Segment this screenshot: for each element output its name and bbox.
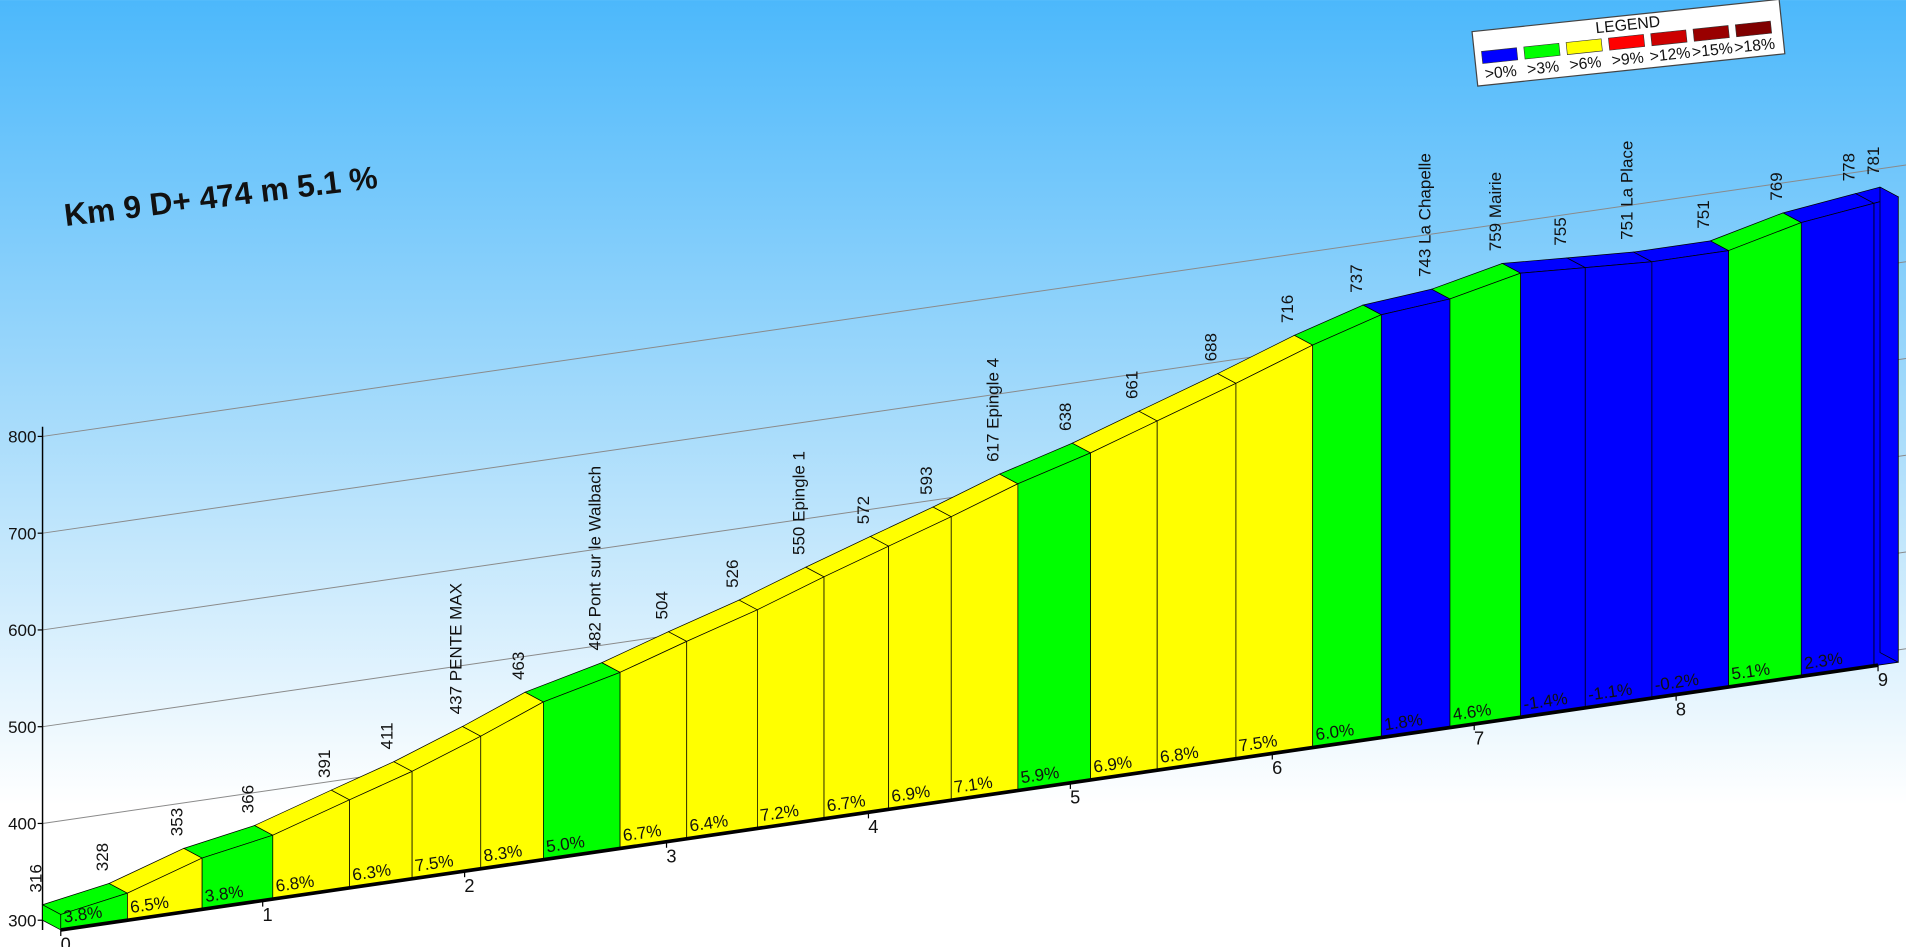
legend-label: >18% <box>1734 36 1776 57</box>
legend: LEGEND >0% >3% >6% >9% >12% >15% >18% <box>1471 0 1786 87</box>
segment-face <box>1090 420 1158 781</box>
elevation-label: 353 <box>168 808 187 836</box>
legend-label: >9% <box>1611 50 1645 70</box>
segment-face <box>950 483 1019 801</box>
y-tick-label: 700 <box>8 524 36 543</box>
elevation-label: 743 La Chapelle <box>1416 153 1435 277</box>
elevation-label: 391 <box>315 750 334 778</box>
legend-swatch <box>1692 25 1730 42</box>
legend-label: >3% <box>1526 58 1560 78</box>
y-tick-label: 800 <box>8 428 36 447</box>
x-tick-label: 6 <box>1272 757 1282 778</box>
elevation-label: 751 <box>1694 200 1713 228</box>
x-tick-label: 7 <box>1474 728 1484 749</box>
label-layer: 3.8% 6.5% 3.8% 6.8% 6.3% 7.5% 8.3% 5.0% 6.7% 6.4%… <box>26 141 1888 947</box>
x-tick-label: 5 <box>1070 787 1080 808</box>
grid-line <box>42 164 1906 437</box>
x-tick-label: 9 <box>1878 669 1888 690</box>
elevation-label: 366 <box>238 785 257 813</box>
y-tick-label: 500 <box>8 718 36 737</box>
elevation-label: 526 <box>723 560 742 588</box>
elevation-label: 437 PENTE MAX <box>446 583 465 714</box>
segment-face <box>1800 202 1875 677</box>
segment-face <box>1156 382 1237 771</box>
elevation-label: 482 Pont sur le Walbach <box>586 466 605 651</box>
legend-label: >0% <box>1484 63 1518 83</box>
legend-title: LEGEND <box>1595 14 1661 38</box>
segment-face <box>1312 314 1382 748</box>
elevation-label: 737 <box>1347 264 1366 292</box>
profile-layer <box>41 186 1900 931</box>
elevation-label: 617 Epingle 4 <box>983 358 1002 462</box>
segment-face <box>1520 267 1586 718</box>
elevation-label: 572 <box>854 496 873 524</box>
legend-swatch <box>1734 20 1772 38</box>
segment-face <box>686 609 758 840</box>
x-tick-label: 8 <box>1676 698 1686 719</box>
baseline <box>60 663 1879 932</box>
elevation-label: 593 <box>917 466 936 494</box>
x-tick-label: 3 <box>666 845 676 866</box>
segment-face <box>1449 272 1522 728</box>
elevation-label: 688 <box>1201 333 1220 361</box>
legend-swatch <box>1650 29 1688 47</box>
elevation-label: 778 <box>1840 153 1859 181</box>
x-tick-label: 0 <box>61 934 71 947</box>
y-tick-label: 300 <box>8 911 36 930</box>
legend-swatch <box>1565 38 1603 55</box>
segment-face <box>619 640 688 849</box>
elevation-label: 463 <box>509 652 528 680</box>
segment-face <box>823 545 890 820</box>
legend-label: >12% <box>1649 45 1691 66</box>
elevation-label: 716 <box>1278 295 1297 323</box>
elevation-label: 504 <box>652 591 671 619</box>
segment-face <box>1584 261 1653 709</box>
legend-label: >6% <box>1569 54 1603 74</box>
y-tick-label: 600 <box>8 621 36 640</box>
elevation-label: 411 <box>378 722 397 749</box>
legend-label: >15% <box>1691 40 1733 61</box>
x-tick-label: 1 <box>262 904 272 925</box>
segment-face <box>1380 298 1451 738</box>
legend-swatch <box>1608 34 1646 51</box>
elevation-label: 550 Epingle 1 <box>790 451 809 555</box>
segment-face <box>1017 452 1091 791</box>
elevation-label: 316 <box>26 864 45 892</box>
elevation-label: 328 <box>93 843 112 871</box>
segment-face <box>1235 344 1314 760</box>
elevation-label: 751 La Place <box>1617 141 1636 240</box>
x-tick-label: 2 <box>464 875 474 896</box>
segment-face <box>757 576 825 829</box>
segment-face <box>888 516 952 810</box>
segment-face <box>1651 250 1729 699</box>
side-face <box>1879 186 1899 663</box>
elevation-label: 661 <box>1123 371 1142 399</box>
y-tick-label: 400 <box>8 815 36 834</box>
elevation-label: 638 <box>1056 403 1075 431</box>
x-tick-label: 4 <box>868 816 878 837</box>
elevation-label: 769 <box>1767 172 1786 200</box>
legend-swatch <box>1523 42 1561 60</box>
elevation-label: 759 Mairie <box>1486 172 1505 251</box>
elevation-label: 781 <box>1864 147 1883 175</box>
legend-swatch <box>1481 47 1519 64</box>
elevation-label: 755 <box>1551 217 1570 245</box>
segment-face <box>1728 222 1802 688</box>
